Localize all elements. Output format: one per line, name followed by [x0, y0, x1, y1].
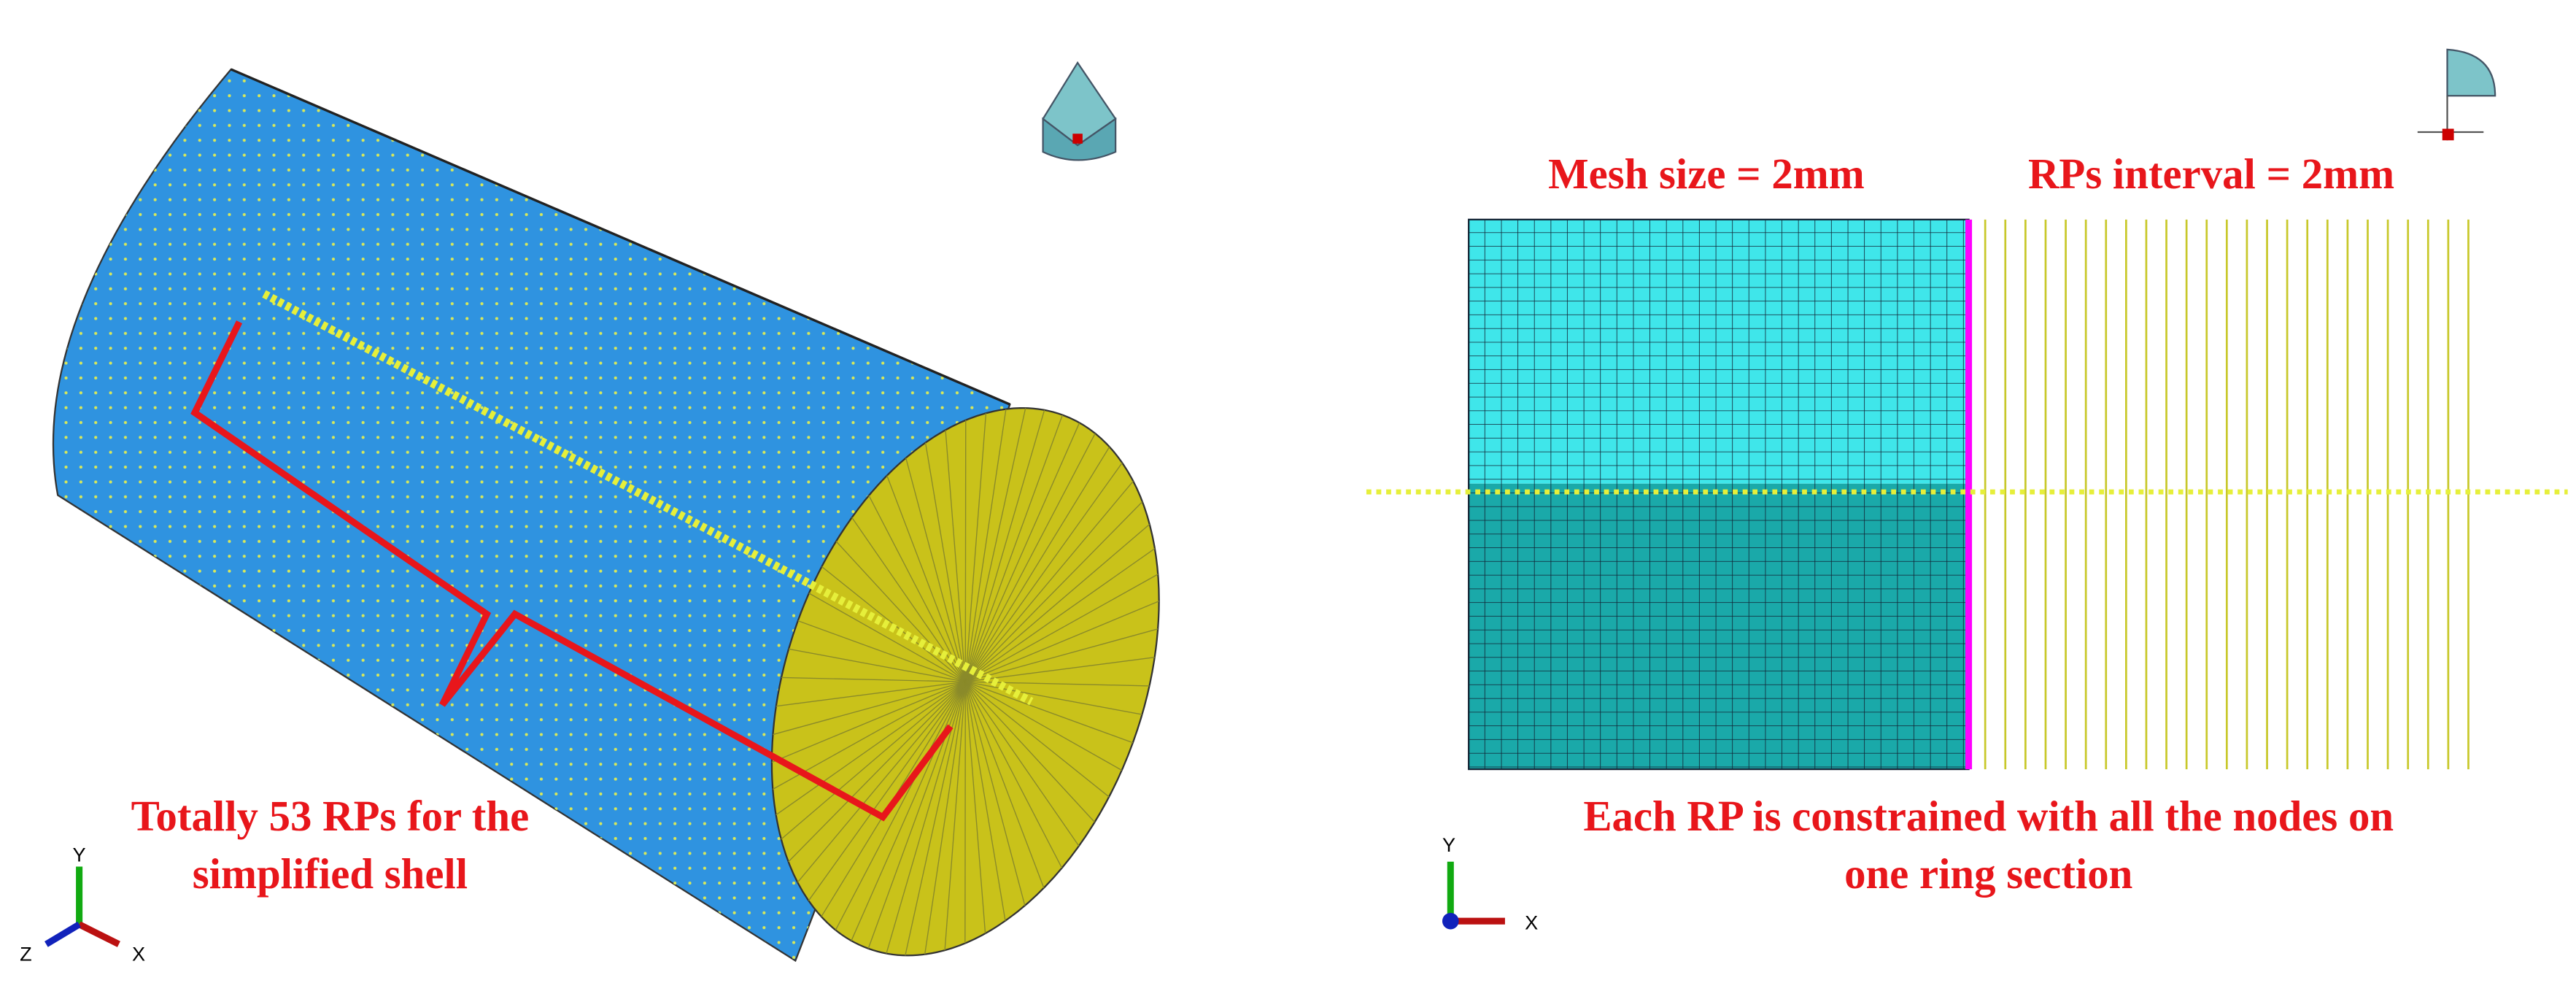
decor-line [964, 682, 986, 934]
decor-line [965, 657, 1155, 682]
decor-line [771, 681, 966, 763]
decor-line [964, 681, 1063, 868]
decor-line [797, 681, 966, 883]
decor-line [851, 681, 966, 941]
decor-line [964, 681, 1045, 888]
decor-line [965, 601, 1159, 682]
decor-line [964, 415, 1063, 682]
decor-line [905, 458, 966, 682]
decor-line [964, 446, 1110, 682]
axis-label: Z [20, 942, 32, 965]
decor-line [964, 409, 1045, 682]
decor-line [965, 628, 1159, 682]
decor-line [775, 681, 966, 707]
decor-line [924, 682, 966, 955]
decor-line [773, 681, 966, 736]
axis-label: Y [73, 844, 86, 866]
decor-line [808, 681, 966, 901]
decor-line [965, 681, 1134, 744]
caption: Totally 53 RPs for the [131, 793, 530, 840]
cylinder [52, 68, 1160, 963]
axis-triad: Y X [1442, 833, 1538, 933]
decor-line [964, 433, 1096, 682]
decor-line [964, 682, 1006, 921]
decor-line [964, 681, 1095, 823]
decor-line [964, 413, 987, 682]
decor-line [924, 442, 966, 682]
axis-label: X [1525, 911, 1538, 933]
decor-line [964, 408, 1026, 682]
decor-line [964, 548, 1156, 682]
decor-line [964, 480, 1134, 682]
axis-triad: Y Z X [20, 844, 145, 965]
view-cube [1042, 61, 1117, 161]
decor-line [964, 501, 1143, 682]
axis-label: X [132, 942, 145, 965]
decor-line [944, 682, 966, 951]
decor-line [964, 681, 1110, 798]
decor-line [797, 620, 966, 682]
decor-line [964, 682, 1026, 906]
decor-line [886, 682, 966, 954]
decor-line [965, 681, 1142, 715]
decor-line [808, 593, 966, 682]
decor-line [964, 523, 1150, 682]
decor-line [835, 681, 966, 930]
annotation: RPs interval = 2mm [2028, 150, 2394, 198]
decor-line [788, 648, 966, 682]
decor-line [964, 574, 1159, 682]
decor-line [905, 682, 966, 956]
caption: simplified shell [193, 850, 468, 898]
decor-line [945, 430, 966, 682]
axis-label: Y [1442, 833, 1455, 856]
decor-line [964, 681, 1123, 771]
mesh [1366, 218, 2568, 771]
decor-line [781, 676, 966, 682]
decor-line [964, 409, 1007, 682]
decor-line [964, 423, 1080, 682]
decor-line [886, 475, 966, 682]
annotation: Mesh size = 2mm [1548, 150, 1865, 198]
decor-line [788, 681, 966, 863]
decor-line [964, 681, 1080, 847]
decor-line [781, 681, 966, 840]
caption: one ring section [1844, 850, 2132, 898]
decor-line [964, 462, 1123, 682]
decor-line [775, 681, 966, 816]
decor-line [868, 495, 966, 682]
caption: Each RP is constrained with all the node… [1583, 793, 2394, 840]
view-cube [2417, 48, 2496, 141]
